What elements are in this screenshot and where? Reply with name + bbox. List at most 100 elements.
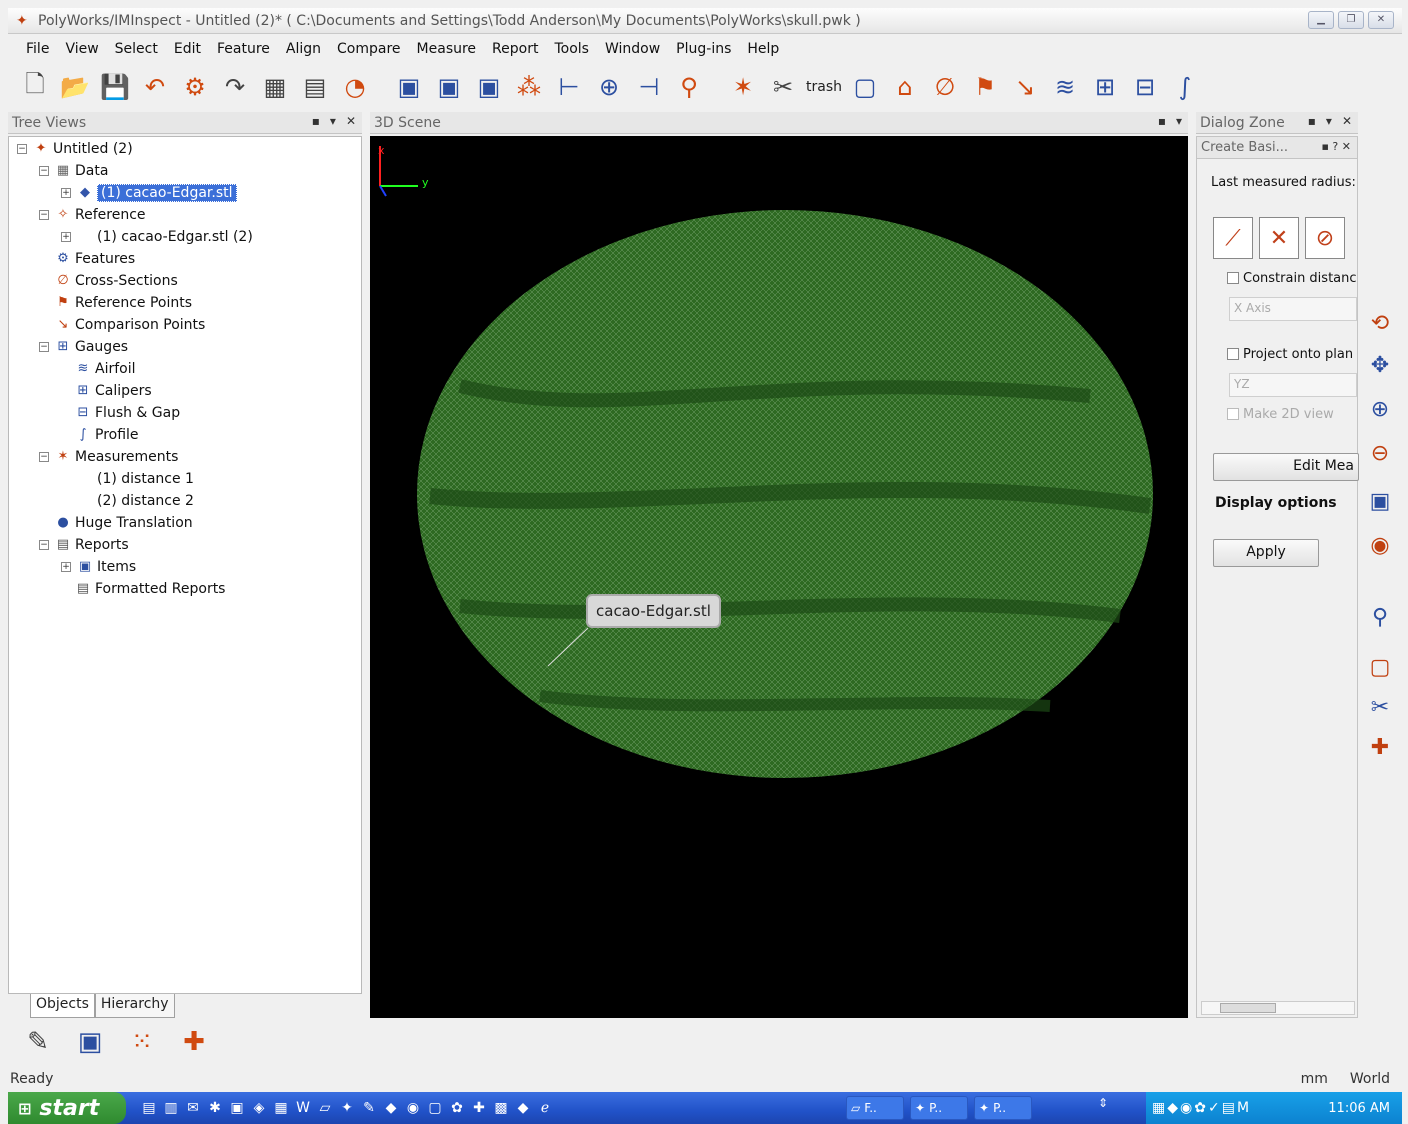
collapse-icon[interactable]: − bbox=[39, 342, 49, 352]
view-mode-3-icon[interactable]: ▣ bbox=[477, 73, 501, 101]
edit-measurement-button[interactable]: Edit Mea bbox=[1213, 453, 1359, 481]
menu-window[interactable]: Window bbox=[604, 41, 661, 57]
quick-launch-icon[interactable]: ✿ bbox=[451, 1100, 463, 1116]
quick-launch-icon[interactable]: ▩ bbox=[494, 1100, 508, 1116]
menu-file[interactable]: File bbox=[26, 41, 50, 57]
measure-distance-icon[interactable]: ⟋ bbox=[1213, 217, 1253, 259]
tree-item-airfoil[interactable]: ≋ Airfoil bbox=[75, 359, 136, 379]
taskbar-item-folder[interactable]: ▱ F.. bbox=[846, 1096, 904, 1120]
tree-item-distance-2[interactable]: (2) distance 2 bbox=[97, 491, 194, 511]
tree-item-profile[interactable]: ∫ Profile bbox=[75, 425, 139, 445]
view-mode-1-icon[interactable]: ▣ bbox=[397, 73, 421, 101]
dropdown-arrow-icon[interactable]: ▾ bbox=[329, 114, 336, 128]
tree-item-distance-1[interactable]: (1) distance 1 bbox=[97, 469, 194, 489]
tray-icon[interactable]: M bbox=[1236, 1100, 1250, 1116]
panel-close-icon[interactable]: ✕ bbox=[345, 114, 356, 128]
trash-label[interactable]: trash bbox=[806, 79, 842, 95]
tree-item-reports[interactable]: − ▤ Reports bbox=[39, 535, 129, 555]
menu-edit[interactable]: Edit bbox=[173, 41, 201, 57]
trash-tool-icon[interactable]: ✂ bbox=[772, 73, 794, 101]
menu-compare[interactable]: Compare bbox=[337, 41, 401, 57]
quick-launch-icon[interactable]: ◆ bbox=[517, 1100, 529, 1116]
collapse-icon[interactable]: − bbox=[17, 144, 27, 154]
points-cloud-icon[interactable]: ⁂ bbox=[517, 73, 541, 101]
measure-angle-icon[interactable]: ✕ bbox=[1259, 217, 1299, 259]
menu-feature[interactable]: Feature bbox=[217, 41, 270, 57]
tree-item-cross-sections[interactable]: ∅ Cross-Sections bbox=[55, 271, 177, 291]
make-2d-option[interactable]: Make 2D view bbox=[1227, 407, 1334, 422]
tree-item-measurements[interactable]: − ✶ Measurements bbox=[39, 447, 178, 467]
quick-launch-icon[interactable]: ▤ bbox=[142, 1100, 156, 1116]
quick-launch-icon[interactable]: ▦ bbox=[274, 1100, 288, 1116]
tree-item-gauges[interactable]: − ⊞ Gauges bbox=[39, 337, 128, 357]
profile-tool-icon[interactable]: ∫ bbox=[1178, 73, 1192, 101]
new-project-icon[interactable]: 🗋 bbox=[25, 69, 45, 98]
constrain-checkbox[interactable] bbox=[1227, 272, 1239, 284]
tree-item-calipers[interactable]: ⊞ Calipers bbox=[75, 381, 152, 401]
tray-icon[interactable]: ▤ bbox=[1221, 1100, 1235, 1116]
tree-item-reference[interactable]: − ✧ Reference bbox=[39, 205, 146, 225]
quick-launch-icon[interactable]: ✱ bbox=[209, 1100, 221, 1116]
reference-point-icon[interactable]: ⚑ bbox=[974, 73, 996, 101]
measure-radius-icon[interactable]: ⊘ bbox=[1305, 217, 1345, 259]
menu-measure[interactable]: Measure bbox=[416, 41, 477, 57]
select-tool-icon[interactable]: ✎ bbox=[27, 1027, 49, 1057]
quick-launch-icon[interactable]: ▥ bbox=[164, 1100, 178, 1116]
dropdown-arrow-icon[interactable]: ▾ bbox=[1175, 114, 1182, 128]
quick-launch-icon[interactable]: ◉ bbox=[406, 1100, 420, 1116]
zoom-region-icon[interactable]: ⊖ bbox=[1370, 440, 1390, 466]
settings-gear-icon[interactable]: ⚙ bbox=[184, 73, 206, 101]
shading-icon[interactable]: ▢ bbox=[1369, 654, 1391, 680]
tree-item-comparison-points[interactable]: ↘ Comparison Points bbox=[55, 315, 206, 335]
undo-icon[interactable]: ↶ bbox=[144, 73, 166, 101]
expand-icon[interactable]: + bbox=[61, 232, 71, 242]
menu-report[interactable]: Report bbox=[492, 41, 539, 57]
menu-help[interactable]: Help bbox=[747, 41, 780, 57]
pin-icon[interactable]: ▪ bbox=[1157, 114, 1166, 128]
panel-close-icon[interactable]: ✕ bbox=[1341, 114, 1352, 128]
taskbar-item-polyworks-1[interactable]: ✦ P.. bbox=[910, 1096, 968, 1120]
collapse-icon[interactable]: − bbox=[39, 210, 49, 220]
menu-align[interactable]: Align bbox=[285, 41, 322, 57]
taskbar-scroll-icon[interactable]: ⇕ bbox=[1098, 1096, 1109, 1110]
comparison-point-icon[interactable]: ↘ bbox=[1014, 73, 1036, 101]
tree-item-formatted-reports[interactable]: ▤ Formatted Reports bbox=[75, 579, 226, 599]
caliper-tool-icon[interactable]: ⊞ bbox=[1094, 73, 1116, 101]
airfoil-tool-icon[interactable]: ≋ bbox=[1054, 73, 1076, 101]
quick-launch-icon[interactable]: ✦ bbox=[341, 1100, 353, 1116]
clock-history-icon[interactable]: ◔ bbox=[344, 73, 366, 101]
start-button[interactable]: ⊞ start bbox=[8, 1092, 126, 1124]
menu-view[interactable]: View bbox=[65, 41, 99, 57]
collapse-icon[interactable]: − bbox=[39, 540, 49, 550]
close-button[interactable]: ✕ bbox=[1368, 11, 1394, 29]
constrain-distance-option[interactable]: Constrain distanc bbox=[1227, 271, 1357, 286]
menu-tools[interactable]: Tools bbox=[554, 41, 589, 57]
menu-plugins[interactable]: Plug-ins bbox=[676, 41, 732, 57]
tree-item-reference-points[interactable]: ⚑ Reference Points bbox=[55, 293, 192, 313]
tab-hierarchy[interactable]: Hierarchy bbox=[94, 994, 175, 1018]
collapse-icon[interactable]: − bbox=[39, 166, 49, 176]
collapse-icon[interactable]: − bbox=[39, 452, 49, 462]
tree-item-project[interactable]: − ✦ Untitled (2) bbox=[17, 139, 133, 159]
expand-icon[interactable]: + bbox=[61, 562, 71, 572]
open-project-icon[interactable]: 📂 bbox=[60, 73, 90, 101]
quick-launch-icon[interactable]: ✎ bbox=[363, 1100, 375, 1116]
expand-icon[interactable]: + bbox=[61, 188, 71, 198]
feature-icon[interactable]: ⌂ bbox=[897, 73, 913, 101]
report-sheet-icon[interactable]: ▤ bbox=[303, 73, 327, 101]
project-checkbox[interactable] bbox=[1227, 348, 1239, 360]
quick-launch-icon[interactable]: ▣ bbox=[230, 1100, 244, 1116]
3d-scene-viewport[interactable]: x y cacao-Edgar.stl bbox=[370, 136, 1188, 1018]
probe-icon[interactable]: ⚲ bbox=[680, 73, 698, 101]
restore-button[interactable]: ❐ bbox=[1338, 11, 1364, 29]
tree-item-items[interactable]: + ▣ Items bbox=[61, 557, 136, 577]
quick-launch-icon[interactable]: ✚ bbox=[473, 1100, 485, 1116]
project-onto-plane-option[interactable]: Project onto plan bbox=[1227, 347, 1353, 362]
align-center-icon[interactable]: ⊕ bbox=[598, 73, 620, 101]
dialog-horizontal-scrollbar[interactable] bbox=[1201, 1001, 1355, 1015]
cross-section-icon[interactable]: ∅ bbox=[934, 73, 956, 101]
view-mode-2-icon[interactable]: ▣ bbox=[437, 73, 461, 101]
tree-item-flush-gap[interactable]: ⊟ Flush & Gap bbox=[75, 403, 181, 423]
apply-button[interactable]: Apply bbox=[1213, 539, 1319, 567]
tray-icon[interactable]: ◉ bbox=[1180, 1100, 1193, 1116]
